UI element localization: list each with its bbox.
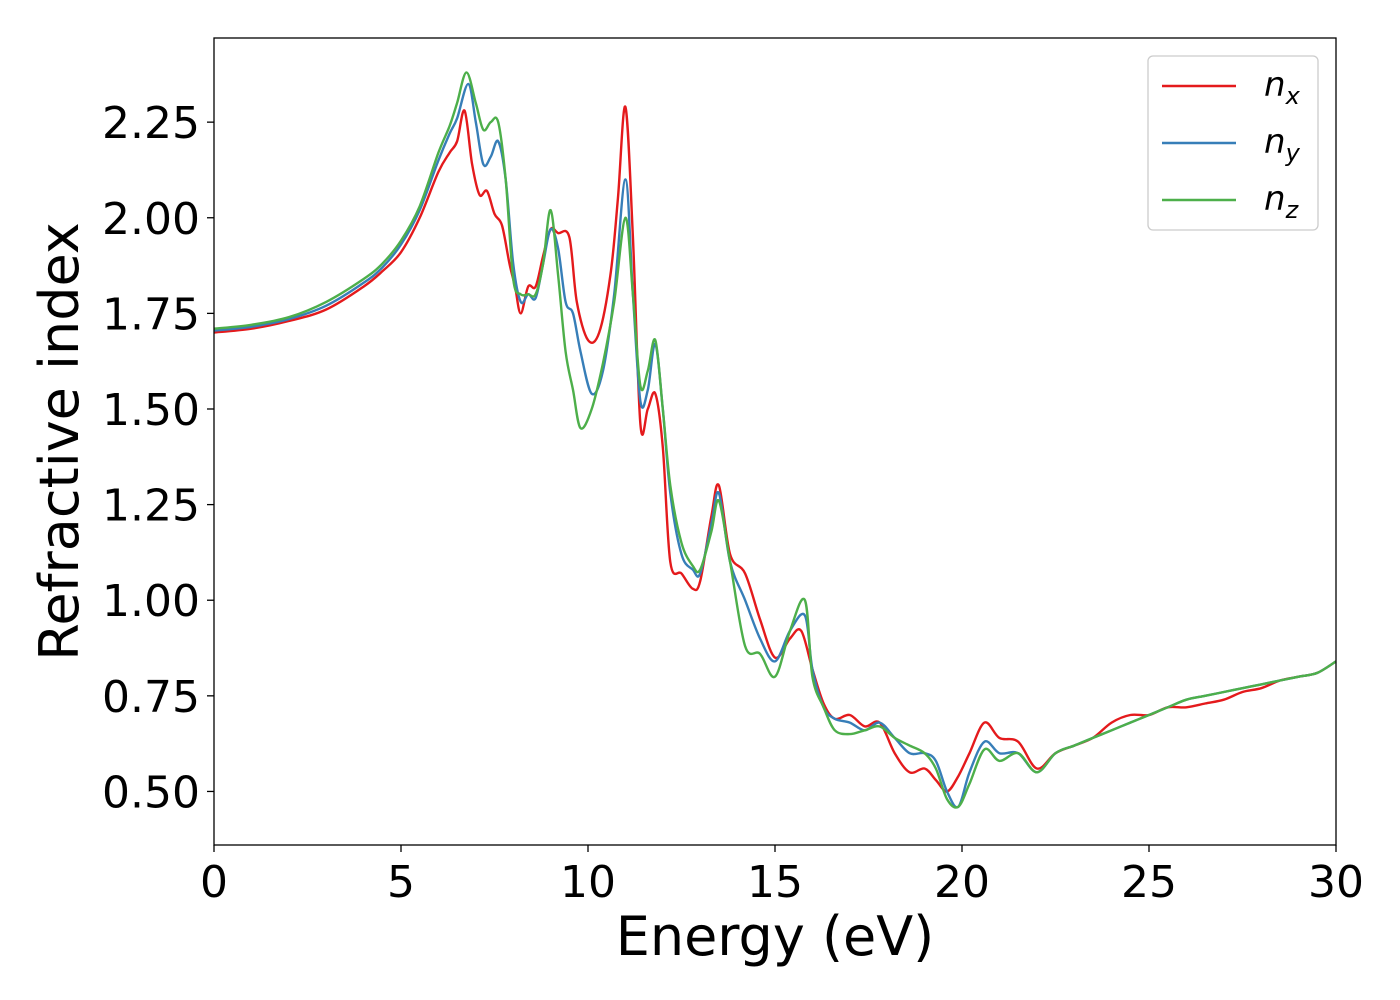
x-tick-label: 30 [1308,857,1364,908]
legend-label-main: n [1264,122,1286,162]
legend-label-ny: ny [1264,122,1301,167]
y-tick-label: 0.50 [102,767,200,818]
y-tick-label: 2.25 [102,98,200,149]
y-tick-label: 1.75 [102,289,200,340]
series-lines [213,71,1337,809]
x-axis-ticks: 0 5 10 15 20 25 30 [200,845,1364,908]
legend-label-nz: nz [1264,179,1300,224]
legend-label-subscript: x [1285,82,1301,110]
x-tick-label: 20 [934,857,990,908]
y-tick-label: 1.00 [102,576,200,627]
x-tick-label: 0 [200,857,228,908]
x-axis-title: Energy (eV) [616,905,935,968]
y-tick-label: 1.50 [102,385,200,436]
legend-label-main: n [1264,179,1286,219]
legend-label-nx: nx [1264,65,1301,110]
x-tick-label: 5 [387,857,415,908]
y-tick-label: 2.00 [102,194,200,245]
series-line-nz [213,71,1337,809]
legend-label-subscript: z [1285,196,1300,224]
x-tick-label: 15 [747,857,803,908]
y-axis-title: Refractive index [28,222,91,661]
x-tick-label: 25 [1121,857,1177,908]
legend-label-subscript: y [1285,139,1301,167]
legend-label-main: n [1264,65,1286,105]
y-tick-label: 1.25 [102,481,200,532]
y-tick-label: 0.75 [102,672,200,723]
y-axis-ticks: 0.50 0.75 1.00 1.25 1.50 1.75 2.00 2.25 [102,98,214,818]
x-tick-label: 10 [560,857,616,908]
